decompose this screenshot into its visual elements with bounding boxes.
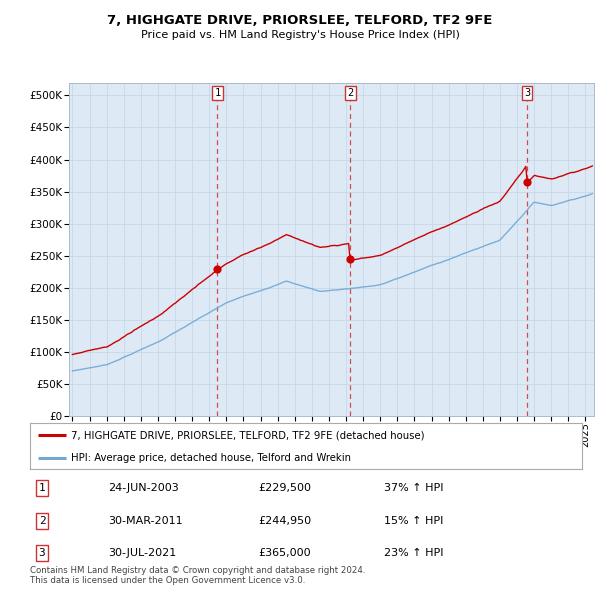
Text: 2: 2 bbox=[347, 87, 353, 97]
Point bbox=[346, 254, 355, 264]
Text: £365,000: £365,000 bbox=[258, 548, 311, 558]
Text: £229,500: £229,500 bbox=[258, 483, 311, 493]
Point bbox=[212, 264, 222, 274]
Text: 15% ↑ HPI: 15% ↑ HPI bbox=[384, 516, 443, 526]
Text: 1: 1 bbox=[38, 483, 46, 493]
Text: 24-JUN-2003: 24-JUN-2003 bbox=[108, 483, 179, 493]
Text: Contains HM Land Registry data © Crown copyright and database right 2024.
This d: Contains HM Land Registry data © Crown c… bbox=[30, 566, 365, 585]
Text: 37% ↑ HPI: 37% ↑ HPI bbox=[384, 483, 443, 493]
Text: HPI: Average price, detached house, Telford and Wrekin: HPI: Average price, detached house, Telf… bbox=[71, 453, 352, 463]
Text: 30-JUL-2021: 30-JUL-2021 bbox=[108, 548, 176, 558]
Text: 1: 1 bbox=[214, 87, 221, 97]
Text: 7, HIGHGATE DRIVE, PRIORSLEE, TELFORD, TF2 9FE: 7, HIGHGATE DRIVE, PRIORSLEE, TELFORD, T… bbox=[107, 14, 493, 27]
Point bbox=[522, 177, 532, 186]
Text: 30-MAR-2011: 30-MAR-2011 bbox=[108, 516, 182, 526]
Text: 3: 3 bbox=[38, 548, 46, 558]
Text: £244,950: £244,950 bbox=[258, 516, 311, 526]
Text: Price paid vs. HM Land Registry's House Price Index (HPI): Price paid vs. HM Land Registry's House … bbox=[140, 30, 460, 40]
Text: 3: 3 bbox=[524, 87, 530, 97]
Text: 7, HIGHGATE DRIVE, PRIORSLEE, TELFORD, TF2 9FE (detached house): 7, HIGHGATE DRIVE, PRIORSLEE, TELFORD, T… bbox=[71, 431, 425, 441]
Text: 2: 2 bbox=[38, 516, 46, 526]
Text: 23% ↑ HPI: 23% ↑ HPI bbox=[384, 548, 443, 558]
